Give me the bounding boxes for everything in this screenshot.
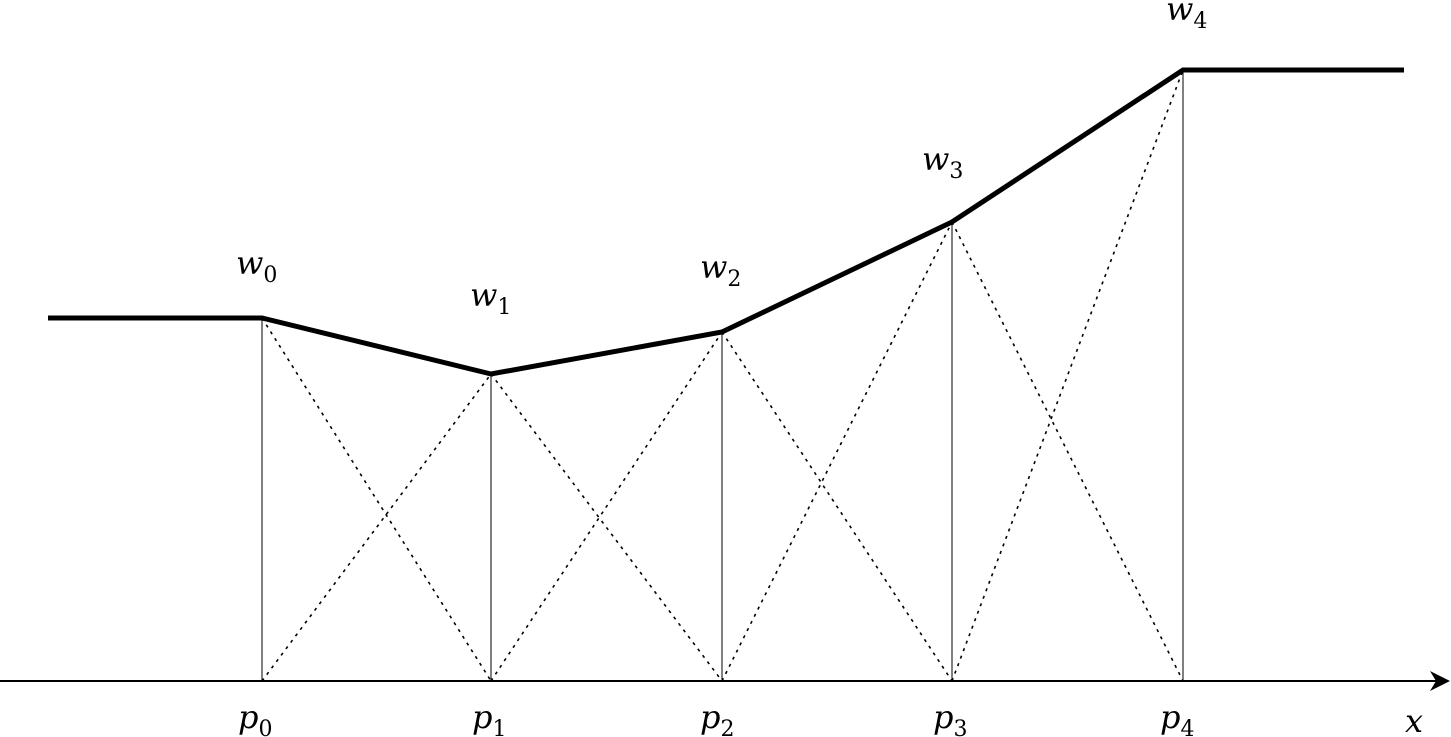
label-w2: w2 (700, 248, 741, 292)
knot-verticals (261, 70, 1184, 681)
p-labels: p0 p1 p2 p3 p4 (238, 698, 1194, 737)
basis-up-2 (490, 331, 723, 682)
basis-down-0 (261, 317, 492, 682)
label-w4: w4 (1166, 0, 1207, 34)
piecewise-linear-function (48, 67, 1404, 377)
basis-down-3 (951, 221, 1184, 682)
label-p0: p0 (238, 698, 272, 737)
w-labels: w0 w1 w2 w3 w4 (236, 0, 1207, 320)
label-p1: p1 (472, 698, 506, 737)
basis-up-1 (261, 373, 492, 682)
basis-up-3 (721, 221, 953, 682)
label-w1: w1 (470, 276, 511, 320)
label-p2: p2 (700, 698, 734, 737)
label-p3: p3 (933, 698, 967, 737)
label-p4: p4 (1160, 698, 1194, 737)
basis-down-1 (490, 373, 723, 682)
label-w3: w3 (922, 140, 963, 184)
basis-up-4 (951, 69, 1184, 682)
label-w0: w0 (236, 244, 277, 288)
basis-down-2 (721, 331, 953, 682)
x-axis-label: x (1405, 702, 1423, 737)
basis-functions (261, 69, 1184, 682)
